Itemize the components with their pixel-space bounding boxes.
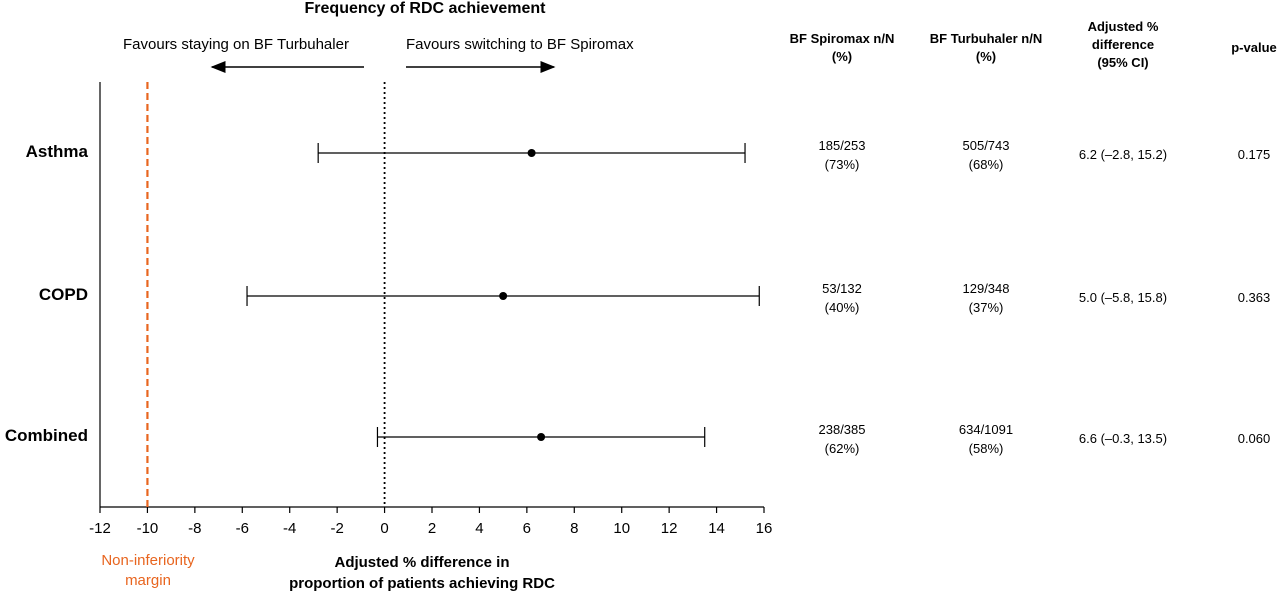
favours-right-label: Favours switching to BF Spiromax — [406, 36, 634, 53]
x-axis-label-line1: Adjusted % difference in — [334, 554, 510, 571]
header-difference-line: difference — [1091, 37, 1155, 52]
point-estimate-combined — [537, 433, 546, 441]
favours-left-label: Favours staying on BF Turbuhaler — [123, 36, 349, 53]
x-tick-label: -8 — [188, 520, 202, 537]
cell-pvalue: 0.060 — [1237, 431, 1271, 446]
category-label: COPD — [38, 285, 88, 304]
cell-spiromax-line: 238/385 — [818, 422, 866, 437]
cell-spiromax-line: 53/132 — [822, 281, 862, 296]
x-tick-label: -2 — [330, 520, 344, 537]
x-tick-label: 14 — [708, 520, 725, 537]
cell-turbuhaler-line: 129/348 — [962, 281, 1010, 296]
cell-turbuhaler: 634/1091 (58%) — [916, 420, 1056, 458]
chart-title: Frequency of RDC achievement — [304, 0, 546, 17]
header-spiromax-line: BF Spiromax n/N — [789, 31, 895, 46]
cell-spiromax-line: (40%) — [824, 300, 860, 315]
header-difference-line: Adjusted % — [1087, 19, 1159, 34]
cell-spiromax-line: 185/253 — [818, 138, 866, 153]
x-tick-label: -12 — [89, 520, 111, 537]
x-tick-label: -4 — [283, 520, 297, 537]
cell-difference: 6.2 (–2.8, 15.2) — [1078, 147, 1168, 162]
x-axis-label: Adjusted % difference in proportion of p… — [212, 552, 632, 594]
cell-spiromax: 238/385 (62%) — [772, 420, 912, 458]
cell-turbuhaler-line: 634/1091 — [958, 422, 1014, 437]
cell-turbuhaler-line: 505/743 — [962, 138, 1010, 153]
x-tick-label: -6 — [235, 520, 249, 537]
cell-difference: 5.0 (–5.8, 15.8) — [1078, 290, 1168, 305]
x-tick-label: 2 — [427, 520, 437, 537]
header-difference-line: (95% CI) — [1097, 55, 1149, 70]
cell-spiromax: 185/253 (73%) — [772, 136, 912, 174]
cell-turbuhaler-line: (58%) — [968, 441, 1004, 456]
cell-pvalue: 0.363 — [1237, 290, 1271, 305]
category-label: Combined — [4, 426, 88, 445]
x-tick-label: 6 — [522, 520, 532, 537]
header-turbuhaler: BF Turbuhaler n/N (%) — [906, 30, 1066, 66]
header-difference: Adjusted % difference (95% CI) — [1043, 18, 1203, 72]
cell-turbuhaler: 129/348 (37%) — [916, 279, 1056, 317]
point-estimate-asthma — [527, 149, 536, 157]
cell-spiromax-line: (73%) — [824, 157, 860, 172]
header-turbuhaler-line: BF Turbuhaler n/N — [929, 31, 1043, 46]
cell-turbuhaler-line: (37%) — [968, 300, 1004, 315]
cell-pvalue: 0.175 — [1237, 147, 1271, 162]
x-tick-label: 4 — [475, 520, 484, 537]
non-inferiority-label: Non-inferiority margin — [78, 551, 218, 591]
header-spiromax-line: (%) — [831, 49, 853, 64]
header-pvalue: p-value — [1174, 39, 1280, 57]
header-spiromax: BF Spiromax n/N (%) — [762, 30, 922, 66]
non-inferiority-label-line2: margin — [125, 572, 171, 589]
x-tick-label: 8 — [570, 520, 579, 537]
x-axis-label-line2: proportion of patients achieving RDC — [289, 575, 555, 592]
cell-turbuhaler-line: (68%) — [968, 157, 1004, 172]
cell-turbuhaler: 505/743 (68%) — [916, 136, 1056, 174]
cell-difference: 6.6 (–0.3, 13.5) — [1078, 431, 1168, 446]
x-tick-label: 12 — [660, 520, 678, 537]
cell-spiromax: 53/132 (40%) — [772, 279, 912, 317]
header-turbuhaler-line: (%) — [975, 49, 997, 64]
x-tick-label: 10 — [613, 520, 631, 537]
x-tick-label: 16 — [755, 520, 773, 537]
category-label: Asthma — [25, 142, 88, 161]
non-inferiority-label-line1: Non-inferiority — [101, 552, 195, 569]
cell-spiromax-line: (62%) — [824, 441, 860, 456]
x-tick-label: 0 — [380, 520, 389, 537]
x-tick-label: -10 — [136, 520, 159, 537]
header-pvalue-line: p-value — [1231, 40, 1277, 55]
point-estimate-copd — [499, 292, 508, 300]
